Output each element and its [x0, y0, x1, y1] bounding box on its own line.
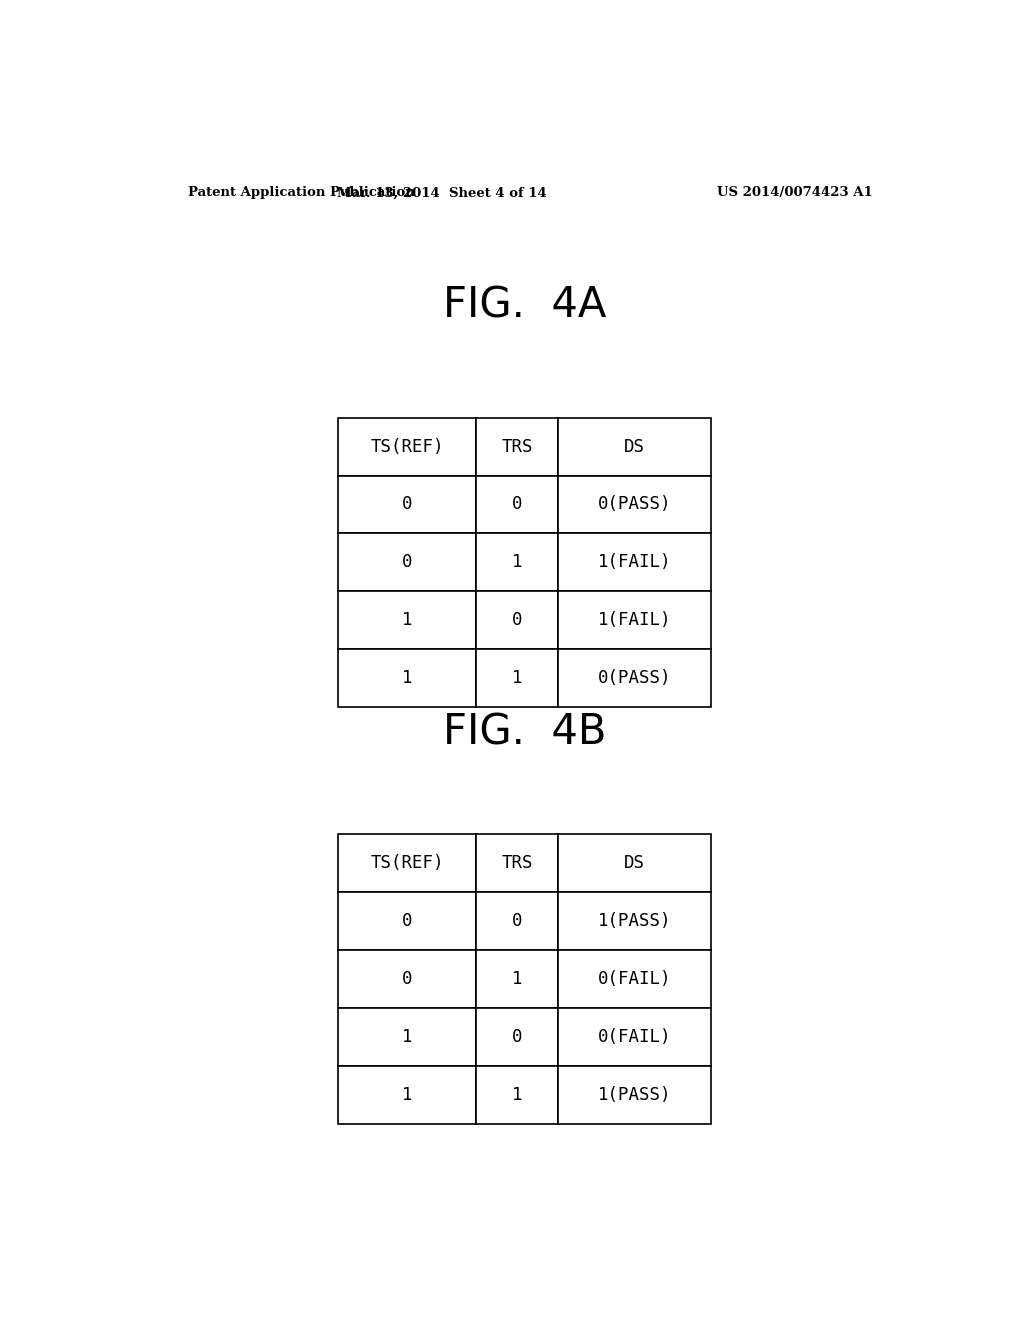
- Bar: [558, 417, 712, 475]
- Text: 1: 1: [402, 669, 413, 688]
- Text: 0: 0: [512, 912, 522, 931]
- Bar: [558, 1008, 712, 1067]
- Bar: [338, 1008, 476, 1067]
- Text: 1: 1: [512, 970, 522, 989]
- Text: 1: 1: [512, 669, 522, 688]
- Bar: [476, 533, 558, 591]
- Bar: [476, 892, 558, 950]
- Text: 1: 1: [512, 553, 522, 572]
- Bar: [338, 649, 476, 708]
- Text: 0: 0: [402, 970, 413, 989]
- Text: FIG.  4A: FIG. 4A: [443, 285, 606, 327]
- Bar: [558, 591, 712, 649]
- Text: 1: 1: [402, 611, 413, 630]
- Bar: [558, 475, 712, 533]
- Bar: [338, 1067, 476, 1125]
- Text: 0(PASS): 0(PASS): [598, 495, 672, 513]
- Bar: [476, 834, 558, 892]
- Text: TRS: TRS: [502, 437, 534, 455]
- Text: TRS: TRS: [502, 854, 534, 873]
- Text: 0(PASS): 0(PASS): [598, 669, 672, 688]
- Text: Mar. 13, 2014  Sheet 4 of 14: Mar. 13, 2014 Sheet 4 of 14: [337, 186, 547, 199]
- Text: 0: 0: [402, 912, 413, 931]
- Text: TS(REF): TS(REF): [371, 854, 444, 873]
- Text: Patent Application Publication: Patent Application Publication: [187, 186, 415, 199]
- Bar: [558, 533, 712, 591]
- Bar: [558, 950, 712, 1008]
- Bar: [338, 533, 476, 591]
- Text: 1: 1: [402, 1086, 413, 1104]
- Text: 0: 0: [512, 611, 522, 630]
- Text: 1: 1: [512, 1086, 522, 1104]
- Bar: [476, 950, 558, 1008]
- Bar: [338, 892, 476, 950]
- Bar: [476, 1067, 558, 1125]
- Text: 0: 0: [402, 553, 413, 572]
- Bar: [558, 1067, 712, 1125]
- Bar: [338, 475, 476, 533]
- Text: 0: 0: [402, 495, 413, 513]
- Text: 0: 0: [512, 1028, 522, 1045]
- Text: 1: 1: [402, 1028, 413, 1045]
- Text: 0: 0: [512, 495, 522, 513]
- Text: TS(REF): TS(REF): [371, 437, 444, 455]
- Text: DS: DS: [625, 854, 645, 873]
- Bar: [338, 591, 476, 649]
- Bar: [476, 649, 558, 708]
- Text: FIG.  4B: FIG. 4B: [443, 711, 606, 754]
- Text: 0(FAIL): 0(FAIL): [598, 970, 672, 989]
- Bar: [338, 950, 476, 1008]
- Text: DS: DS: [625, 437, 645, 455]
- Bar: [558, 649, 712, 708]
- Bar: [476, 417, 558, 475]
- Bar: [476, 475, 558, 533]
- Bar: [558, 892, 712, 950]
- Text: 1(FAIL): 1(FAIL): [598, 611, 672, 630]
- Bar: [476, 1008, 558, 1067]
- Text: 1(FAIL): 1(FAIL): [598, 553, 672, 572]
- Text: 0(FAIL): 0(FAIL): [598, 1028, 672, 1045]
- Bar: [558, 834, 712, 892]
- Bar: [338, 834, 476, 892]
- Text: US 2014/0074423 A1: US 2014/0074423 A1: [717, 186, 872, 199]
- Text: 1(PASS): 1(PASS): [598, 1086, 672, 1104]
- Bar: [338, 417, 476, 475]
- Bar: [476, 591, 558, 649]
- Text: 1(PASS): 1(PASS): [598, 912, 672, 931]
